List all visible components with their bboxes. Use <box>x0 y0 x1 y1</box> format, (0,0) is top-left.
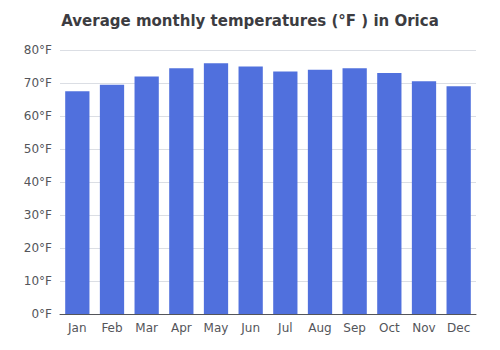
svg-text:Aug: Aug <box>308 321 331 335</box>
svg-text:70°F: 70°F <box>24 76 52 90</box>
svg-text:Oct: Oct <box>379 321 400 335</box>
svg-text:Mar: Mar <box>135 321 158 335</box>
svg-text:80°F: 80°F <box>24 43 52 57</box>
svg-text:May: May <box>204 321 229 335</box>
svg-text:20°F: 20°F <box>24 241 52 255</box>
svg-text:50°F: 50°F <box>24 142 52 156</box>
svg-text:Jul: Jul <box>277 321 292 335</box>
svg-text:Sep: Sep <box>343 321 366 335</box>
svg-text:30°F: 30°F <box>24 208 52 222</box>
svg-text:Jun: Jun <box>240 321 260 335</box>
svg-text:40°F: 40°F <box>24 175 52 189</box>
svg-text:Jan: Jan <box>67 321 87 335</box>
svg-text:Average monthly temperatures (: Average monthly temperatures (°F ) in Or… <box>61 12 439 30</box>
svg-text:60°F: 60°F <box>24 109 52 123</box>
svg-text:0°F: 0°F <box>31 307 52 321</box>
svg-text:Apr: Apr <box>171 321 192 335</box>
svg-text:Dec: Dec <box>447 321 470 335</box>
svg-text:Feb: Feb <box>101 321 122 335</box>
svg-text:10°F: 10°F <box>24 274 52 288</box>
svg-text:Nov: Nov <box>412 321 435 335</box>
